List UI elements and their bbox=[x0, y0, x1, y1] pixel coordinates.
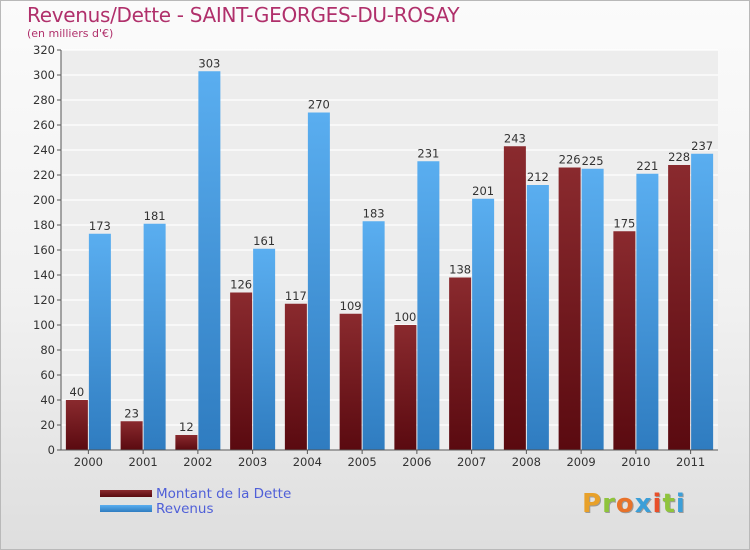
y-tick-label: 140 bbox=[33, 268, 55, 282]
data-label-revenus-2000: 173 bbox=[89, 219, 111, 233]
data-label-dette-2010: 175 bbox=[613, 216, 635, 230]
data-label-revenus-2003: 161 bbox=[253, 234, 275, 248]
data-label-revenus-2006: 231 bbox=[417, 146, 439, 160]
y-tick-label: 280 bbox=[33, 93, 55, 107]
data-label-dette-2002: 12 bbox=[179, 420, 194, 434]
proxiti-logo: Proxiti bbox=[582, 489, 686, 519]
data-label-revenus-2004: 270 bbox=[308, 98, 330, 112]
y-tick-label: 40 bbox=[40, 393, 55, 407]
data-label-revenus-2011: 237 bbox=[691, 139, 713, 153]
x-tick-label: 2003 bbox=[238, 455, 267, 469]
x-tick-label: 2011 bbox=[676, 455, 705, 469]
data-label-revenus-2005: 183 bbox=[363, 206, 385, 220]
y-tick-label: 20 bbox=[40, 418, 55, 432]
data-label-dette-2009: 226 bbox=[559, 153, 581, 167]
bar-dette-2002 bbox=[175, 435, 198, 450]
data-label-revenus-2009: 225 bbox=[582, 154, 604, 168]
x-tick-label: 2000 bbox=[74, 455, 103, 469]
logo-letter: i bbox=[652, 489, 663, 519]
bar-revenus-2000 bbox=[88, 233, 111, 450]
bar-revenus-2005 bbox=[362, 221, 385, 450]
y-tick-label: 320 bbox=[33, 43, 55, 57]
bar-dette-2006 bbox=[394, 325, 417, 450]
data-label-dette-2006: 100 bbox=[394, 310, 416, 324]
x-tick-label: 2004 bbox=[293, 455, 322, 469]
y-tick-label: 80 bbox=[40, 343, 55, 357]
logo-letter: x bbox=[634, 489, 653, 519]
bar-dette-2003 bbox=[230, 292, 253, 450]
data-label-revenus-2007: 201 bbox=[472, 184, 494, 198]
bar-dette-2008 bbox=[503, 146, 526, 450]
y-tick-label: 300 bbox=[33, 68, 55, 82]
bar-dette-2004 bbox=[284, 303, 307, 450]
legend-label-revenus: Revenus bbox=[156, 501, 214, 517]
x-tick-label: 2008 bbox=[512, 455, 541, 469]
data-label-dette-2005: 109 bbox=[340, 299, 362, 313]
y-tick-label: 0 bbox=[48, 443, 55, 457]
bar-revenus-2007 bbox=[472, 198, 495, 450]
x-tick-label: 2001 bbox=[128, 455, 157, 469]
bar-dette-2005 bbox=[339, 313, 362, 450]
logo-letter: r bbox=[602, 489, 616, 519]
y-tick-label: 120 bbox=[33, 293, 55, 307]
logo-letter: o bbox=[615, 489, 635, 519]
logo-letter: t bbox=[662, 489, 676, 519]
y-tick-label: 100 bbox=[33, 318, 55, 332]
legend-swatch-revenus bbox=[100, 505, 152, 512]
bar-revenus-2006 bbox=[417, 161, 440, 450]
legend-swatch-dette bbox=[100, 490, 152, 497]
data-label-revenus-2008: 212 bbox=[527, 170, 549, 184]
logo-letter: P bbox=[582, 489, 603, 519]
data-label-dette-2011: 228 bbox=[668, 150, 690, 164]
y-tick-label: 180 bbox=[33, 218, 55, 232]
x-tick-label: 2007 bbox=[457, 455, 486, 469]
bar-revenus-2003 bbox=[253, 248, 276, 450]
data-label-revenus-2010: 221 bbox=[636, 159, 658, 173]
x-tick-label: 2009 bbox=[566, 455, 595, 469]
data-label-dette-2007: 138 bbox=[449, 263, 471, 277]
bar-dette-2000 bbox=[65, 400, 88, 450]
bar-revenus-2010 bbox=[636, 173, 659, 450]
y-tick-label: 240 bbox=[33, 143, 55, 157]
data-label-revenus-2002: 303 bbox=[198, 56, 220, 70]
y-tick-label: 220 bbox=[33, 168, 55, 182]
bar-dette-2010 bbox=[613, 231, 636, 450]
x-tick-label: 2005 bbox=[347, 455, 376, 469]
bar-revenus-2009 bbox=[581, 168, 604, 450]
data-label-dette-2008: 243 bbox=[504, 131, 526, 145]
x-tick-label: 2010 bbox=[621, 455, 650, 469]
x-tick-label: 2006 bbox=[402, 455, 431, 469]
bar-revenus-2008 bbox=[526, 185, 549, 450]
chart-title: Revenus/Dette - SAINT-GEORGES-DU-ROSAY bbox=[27, 3, 460, 27]
data-label-dette-2004: 117 bbox=[285, 289, 307, 303]
y-tick-label: 60 bbox=[40, 368, 55, 382]
bar-dette-2009 bbox=[558, 167, 581, 450]
data-label-revenus-2001: 181 bbox=[144, 209, 166, 223]
y-tick-label: 200 bbox=[33, 193, 55, 207]
legend-label-dette: Montant de la Dette bbox=[156, 486, 292, 502]
bar-revenus-2001 bbox=[143, 223, 166, 450]
bar-revenus-2002 bbox=[198, 71, 221, 450]
data-label-dette-2000: 40 bbox=[70, 385, 85, 399]
logo-letter: i bbox=[675, 489, 686, 519]
y-tick-label: 260 bbox=[33, 118, 55, 132]
bar-revenus-2004 bbox=[307, 112, 330, 450]
data-label-dette-2001: 23 bbox=[124, 406, 139, 420]
y-tick-label: 160 bbox=[33, 243, 55, 257]
bar-dette-2011 bbox=[668, 165, 691, 450]
bar-dette-2001 bbox=[120, 421, 143, 450]
bar-revenus-2011 bbox=[691, 153, 714, 450]
bar-dette-2007 bbox=[449, 277, 472, 450]
data-label-dette-2003: 126 bbox=[230, 278, 252, 292]
chart-subtitle: (en milliers d'€) bbox=[27, 27, 114, 40]
x-tick-label: 2002 bbox=[183, 455, 212, 469]
